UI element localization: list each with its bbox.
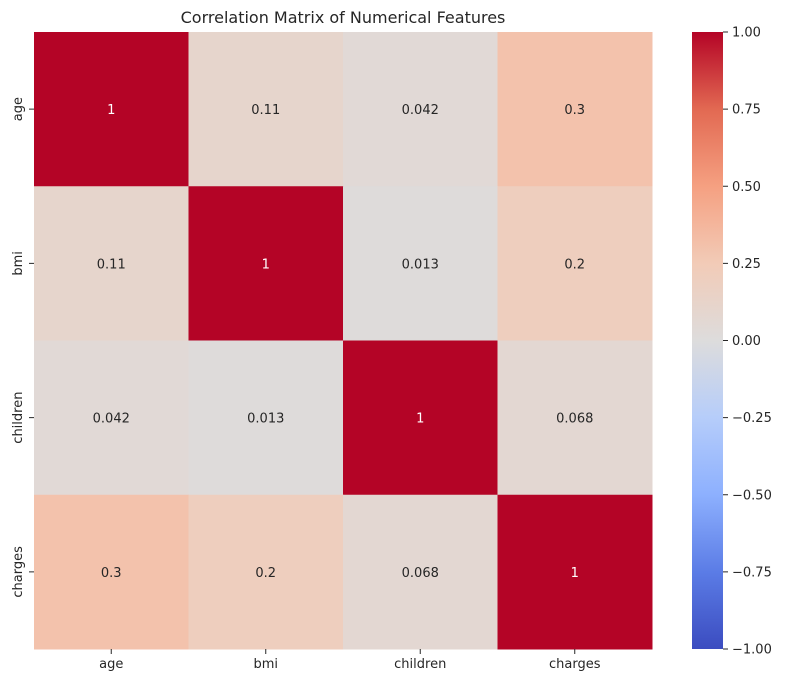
colorbar-ticks: −1.00 −0.75 −0.50 −0.25 0.00 0.25 0.50 0.75 1.00: [723, 26, 772, 658]
colorbar-tick-label: −0.50: [732, 488, 772, 503]
x-axis: age bmi children charges: [99, 649, 601, 672]
colorbar-tick-label: 0.00: [732, 334, 761, 349]
heatmap-cell: [34, 340, 189, 496]
heatmap-cell: [497, 340, 653, 496]
y-tick-label: charges: [11, 546, 26, 598]
y-tick-label: children: [11, 392, 26, 444]
heatmap-cells: [34, 32, 653, 650]
cell-annotation: 0.042: [93, 412, 130, 427]
colorbar-tick-label: 0.25: [732, 257, 761, 272]
cell-annotation: 1: [571, 566, 579, 581]
cell-annotation: 0.042: [402, 103, 439, 118]
heatmap-cell: [188, 186, 344, 341]
heatmap-cell: [343, 340, 498, 496]
heatmap-cell: [34, 186, 189, 341]
colorbar: −1.00 −0.75 −0.50 −0.25 0.00 0.25 0.50 0.75 1.00: [692, 26, 772, 658]
colorbar-tick-label: 0.50: [732, 180, 761, 195]
x-tick-label: charges: [549, 657, 601, 672]
cell-annotation: 0.013: [402, 257, 439, 272]
heatmap-cell: [188, 340, 344, 496]
cell-annotation: 1: [262, 257, 270, 272]
y-tick-label: age: [11, 97, 26, 121]
heatmap-cell: [188, 494, 344, 650]
cell-annotation: 0.068: [402, 566, 439, 581]
colorbar-tick-label: −0.25: [732, 411, 772, 426]
colorbar-gradient: [692, 32, 723, 649]
heatmap-cell: [343, 494, 498, 650]
x-tick-label: age: [99, 657, 123, 672]
colorbar-tick-label: −0.75: [732, 565, 772, 580]
colorbar-tick-label: −1.00: [732, 643, 772, 658]
heatmap-cell: [497, 494, 653, 650]
chart-title: Correlation Matrix of Numerical Features: [181, 8, 506, 27]
heatmap-cell: [343, 186, 498, 341]
heatmap-annotations: 1 0.11 0.042 0.3 0.11 1 0.013 0.2 0.042 0.013 1 0.0…: [93, 103, 594, 581]
heatmap-cell: [343, 32, 498, 187]
cell-annotation: 0.2: [564, 257, 585, 272]
heatmap-cell: [188, 32, 344, 187]
cell-annotation: 0.3: [101, 566, 122, 581]
heatmap-cell: [497, 32, 653, 187]
x-tick-label: children: [394, 657, 446, 672]
y-tick-label: bmi: [11, 251, 26, 276]
cell-annotation: 0.068: [556, 412, 593, 427]
heatmap-cell: [34, 494, 189, 650]
cell-annotation: 1: [107, 103, 115, 118]
cell-annotation: 0.11: [251, 103, 280, 118]
colorbar-tick-label: 0.75: [732, 103, 761, 118]
cell-annotation: 0.11: [97, 257, 126, 272]
cell-annotation: 0.2: [255, 566, 276, 581]
heatmap-cell: [34, 32, 189, 187]
y-axis: age bmi children charges: [11, 97, 34, 598]
cell-annotation: 1: [416, 412, 424, 427]
cell-annotation: 0.3: [564, 103, 585, 118]
heatmap-cell: [497, 186, 653, 341]
x-tick-label: bmi: [253, 657, 278, 672]
cell-annotation: 0.013: [247, 412, 284, 427]
colorbar-tick-label: 1.00: [732, 26, 761, 41]
